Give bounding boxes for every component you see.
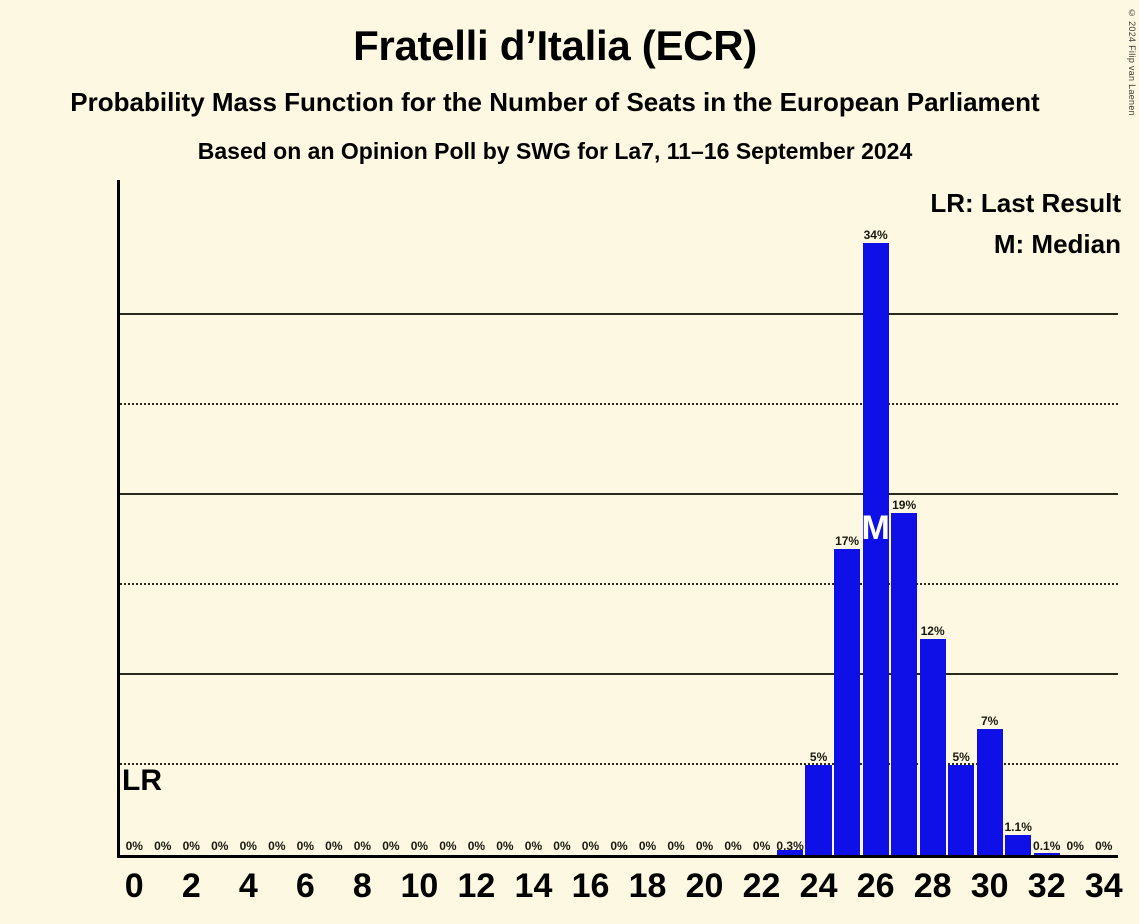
x-axis-line xyxy=(117,855,1118,858)
x-axis-label-4: 4 xyxy=(238,867,258,905)
bar-value-label-12: 0% xyxy=(467,839,486,853)
x-axis-label-28: 28 xyxy=(913,867,952,905)
x-axis-label-16: 16 xyxy=(571,867,610,905)
x-axis-label-12: 12 xyxy=(457,867,496,905)
x-axis-label-26: 26 xyxy=(856,867,895,905)
bar-value-label-2: 0% xyxy=(182,839,200,853)
bar-value-label-10: 0% xyxy=(410,839,429,853)
copyright-notice: © 2024 Filip van Laenen xyxy=(1127,8,1137,116)
page-title: Fratelli d’Italia (ECR) xyxy=(353,22,757,69)
bar-value-label-23: 0.3% xyxy=(776,839,804,853)
page-subtitle: Probability Mass Function for the Number… xyxy=(70,87,1040,117)
bar-value-label-33: 0% xyxy=(1066,839,1084,853)
x-axis-label-30: 30 xyxy=(970,867,1009,905)
gridline-minor-25 xyxy=(120,403,1118,405)
gridline-minor-5 xyxy=(120,763,1118,765)
gridline-major-30 xyxy=(120,313,1118,315)
median-marker: M xyxy=(861,509,890,548)
gridline-minor-15 xyxy=(120,583,1118,585)
bar-seat-30[interactable]: 7% xyxy=(976,714,1003,855)
bar-seat-31[interactable]: 1.1% xyxy=(1005,820,1032,855)
bar-value-label-19: 0% xyxy=(667,839,685,853)
bar-value-label-5: 0% xyxy=(268,839,286,853)
bar-seat-32[interactable]: 0.1% xyxy=(1033,839,1060,855)
bar-value-label-30: 7% xyxy=(981,714,999,728)
bar-value-label-21: 0% xyxy=(724,839,742,853)
bar-value-label-3: 0% xyxy=(211,839,229,853)
bar-value-label-6: 0% xyxy=(296,839,314,853)
bar-value-label-20: 0% xyxy=(695,839,714,853)
x-axis-label-32: 32 xyxy=(1027,867,1066,905)
bar-value-label-4: 0% xyxy=(239,839,257,853)
bar-value-label-0: 0% xyxy=(125,839,143,853)
page-subsubtitle: Based on an Opinion Poll by SWG for La7,… xyxy=(197,138,913,164)
bar-value-label-25: 17% xyxy=(835,534,860,548)
x-axis-label-6: 6 xyxy=(295,867,315,905)
bar-value-label-1: 0% xyxy=(154,839,172,853)
x-axis-label-10: 10 xyxy=(400,867,439,905)
x-axis-label-0: 0 xyxy=(124,867,144,905)
x-axis-label-24: 24 xyxy=(799,867,838,905)
bar-value-label-15: 0% xyxy=(553,839,571,853)
bar-value-label-32: 0.1% xyxy=(1033,839,1061,853)
bar-seat-29[interactable]: 5% xyxy=(948,750,975,855)
chart-legend: LR: Last Result M: Median xyxy=(930,183,1121,265)
gridline-major-10 xyxy=(120,673,1118,675)
bar-value-label-22: 0% xyxy=(752,839,771,853)
gridline-major-20 xyxy=(120,493,1118,495)
bar-seat-28[interactable]: 12% xyxy=(919,624,946,855)
x-axis-label-22: 22 xyxy=(742,867,781,905)
x-axis-label-2: 2 xyxy=(181,867,201,905)
x-axis-label-8: 8 xyxy=(352,867,372,905)
bar-value-label-26: 34% xyxy=(863,228,888,242)
last-result-marker: LR xyxy=(122,764,162,797)
bar-value-label-11: 0% xyxy=(439,839,457,853)
plot-area: 10%20%30% 0%0%0%0%0%0%0%0%0%0%0%0%0%0%0%… xyxy=(117,180,1118,858)
bar-value-label-13: 0% xyxy=(496,839,514,853)
bar-seat-23[interactable]: 0.3% xyxy=(776,839,804,855)
bar-seat-24[interactable]: 5% xyxy=(805,750,832,855)
bar-value-label-28: 12% xyxy=(920,624,945,638)
x-axis-label-14: 14 xyxy=(514,867,553,905)
bar-value-label-24: 5% xyxy=(809,750,828,764)
bar-value-label-8: 0% xyxy=(353,839,372,853)
x-axis-label-34: 34 xyxy=(1084,867,1123,905)
y-axis-line xyxy=(117,180,120,855)
bar-value-label-29: 5% xyxy=(952,750,970,764)
legend-item-median: M: Median xyxy=(993,229,1121,259)
bar-value-label-9: 0% xyxy=(382,839,400,853)
bar-value-label-34: 0% xyxy=(1095,839,1113,853)
bar-value-label-14: 0% xyxy=(524,839,543,853)
bar-value-label-27: 19% xyxy=(892,498,917,512)
x-axis-label-18: 18 xyxy=(628,867,667,905)
bar-value-label-17: 0% xyxy=(610,839,628,853)
bar-value-label-7: 0% xyxy=(325,839,343,853)
x-axis-label-20: 20 xyxy=(685,867,724,905)
bar-value-label-31: 1.1% xyxy=(1004,820,1032,835)
bar-value-label-18: 0% xyxy=(638,839,657,853)
bar-value-label-16: 0% xyxy=(581,839,600,853)
bar-seat-26[interactable]: 34% M xyxy=(861,228,890,855)
bar-seat-25[interactable]: 17% xyxy=(833,534,861,855)
legend-item-last-result: LR: Last Result xyxy=(930,188,1121,218)
bar-seat-27[interactable]: 19% xyxy=(891,498,918,855)
